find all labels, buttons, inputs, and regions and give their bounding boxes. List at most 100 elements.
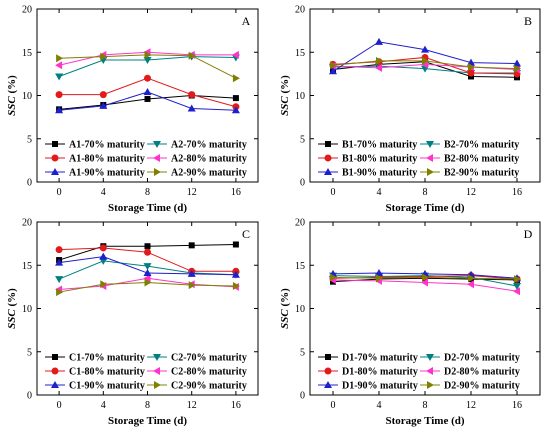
data-point xyxy=(187,104,196,112)
legend-marker xyxy=(153,141,161,148)
y-tick-label: 20 xyxy=(22,5,32,16)
legend-marker xyxy=(52,141,58,147)
x-tick-label: 4 xyxy=(101,187,106,198)
legend-label: B1-70% maturity xyxy=(342,140,417,151)
legend-marker xyxy=(426,154,433,162)
data-point xyxy=(513,59,521,67)
data-point xyxy=(231,50,239,59)
data-point xyxy=(100,280,108,289)
x-tick-label: 16 xyxy=(231,187,241,198)
y-tick-label: 15 xyxy=(295,48,305,59)
legend-label: A2-70% maturity xyxy=(171,140,247,151)
data-point xyxy=(144,50,152,59)
data-point xyxy=(330,273,337,282)
legend-item: D2-70% maturity xyxy=(420,353,520,364)
legend-item: C1-80% maturity xyxy=(45,367,145,378)
data-point xyxy=(144,278,152,287)
legend-marker xyxy=(427,168,434,176)
x-tick-label: 8 xyxy=(423,187,428,198)
y-tick-label: 15 xyxy=(295,261,305,272)
data-point xyxy=(188,91,196,99)
y-axis-title-unit: (%) xyxy=(279,75,291,96)
data-point xyxy=(188,51,196,60)
x-tick-label: 8 xyxy=(145,187,150,198)
legend-label: D1-80% maturity xyxy=(342,367,418,378)
legend-marker xyxy=(51,168,59,175)
data-point xyxy=(188,242,195,249)
legend-label: B1-80% maturity xyxy=(342,154,417,165)
data-point xyxy=(55,276,64,284)
panel-a: 0 4 8 12 16 0 5 10 15 20 Storage Time (d) SSC (%) A A… xyxy=(6,5,259,214)
data-point xyxy=(232,74,240,83)
legend: A1-70% maturity A2-70% maturity A1-80% mat… xyxy=(45,140,247,179)
data-point xyxy=(514,64,521,73)
legend-label: B2-80% maturity xyxy=(444,154,519,165)
data-point xyxy=(100,52,108,61)
y-axis-title: SSC (%) xyxy=(6,75,18,116)
data-point xyxy=(513,283,521,291)
y-axis-title: SSC (%) xyxy=(279,288,291,329)
x-tick-label: 0 xyxy=(57,400,62,411)
y-tick-label: 20 xyxy=(295,5,305,16)
data-point xyxy=(375,37,383,45)
data-point xyxy=(231,270,240,278)
legend-item: B2-80% maturity xyxy=(420,154,519,165)
y-axis-title-unit: (%) xyxy=(6,75,18,96)
y-tick-label: 15 xyxy=(22,261,32,272)
panel-c: 0 4 8 12 16 0 5 10 15 20 Storage Time (d) SSC (%) C C… xyxy=(6,218,259,427)
y-tick-label: 5 xyxy=(300,347,305,358)
legend-label: C2-90% maturity xyxy=(171,381,247,392)
legend-marker xyxy=(51,367,59,375)
y-tick-label: 5 xyxy=(27,347,32,358)
legend-marker xyxy=(324,367,332,375)
data-point xyxy=(375,269,383,277)
x-tick-label: 16 xyxy=(231,400,241,411)
x-tick-label: 12 xyxy=(466,400,476,411)
data-point xyxy=(467,280,474,289)
x-axis-title: Storage Time (d) xyxy=(108,415,187,427)
x-tick-label: 4 xyxy=(377,187,382,198)
legend-marker xyxy=(52,354,58,360)
data-point xyxy=(376,274,383,283)
legend-label: A1-70% maturity xyxy=(69,140,145,151)
x-tick-label: 0 xyxy=(331,400,336,411)
legend-label: D2-70% maturity xyxy=(444,353,520,364)
legend-label: D1-70% maturity xyxy=(342,353,418,364)
legend-marker xyxy=(426,354,434,361)
legend-item: A2-90% maturity xyxy=(147,168,247,179)
x-tick-label: 4 xyxy=(101,400,106,411)
legend: B1-70% maturity B2-70% maturity B1-80% mat… xyxy=(318,140,519,179)
x-tick-label: 12 xyxy=(187,400,197,411)
data-point xyxy=(143,57,152,65)
legend-item: D2-80% maturity xyxy=(420,367,520,378)
y-tick-label: 5 xyxy=(300,134,305,145)
legend-marker xyxy=(51,381,59,388)
data-point xyxy=(467,69,475,77)
legend-label: D2-80% maturity xyxy=(444,367,520,378)
legend-marker xyxy=(324,381,332,388)
y-tick-label: 10 xyxy=(295,91,305,102)
legend-item: A2-80% maturity xyxy=(147,154,247,165)
legend-marker xyxy=(153,154,160,162)
data-point xyxy=(144,243,151,250)
legend: D1-70% maturity D2-70% maturity D1-80% mat… xyxy=(318,353,520,392)
legend-marker xyxy=(154,381,161,389)
legend-item: A1-90% maturity xyxy=(45,168,145,179)
data-point xyxy=(99,91,107,99)
series-5 xyxy=(56,278,240,297)
legend-label: A1-90% maturity xyxy=(69,168,145,179)
legend-marker xyxy=(51,154,59,162)
y-axis-title: SSC (%) xyxy=(279,75,291,116)
data-point xyxy=(376,56,383,65)
data-point xyxy=(188,281,196,290)
legend-label: C2-80% maturity xyxy=(171,367,247,378)
x-tick-label: 8 xyxy=(423,400,428,411)
y-axis-title-unit: (%) xyxy=(6,288,18,309)
legend-label: B2-90% maturity xyxy=(444,168,519,179)
data-point xyxy=(55,73,64,81)
legend-item: A2-70% maturity xyxy=(147,140,247,151)
panel-label: B xyxy=(524,14,532,28)
y-tick-label: 0 xyxy=(27,391,32,402)
data-point xyxy=(468,274,475,283)
legend-item: B1-70% maturity xyxy=(318,140,417,151)
